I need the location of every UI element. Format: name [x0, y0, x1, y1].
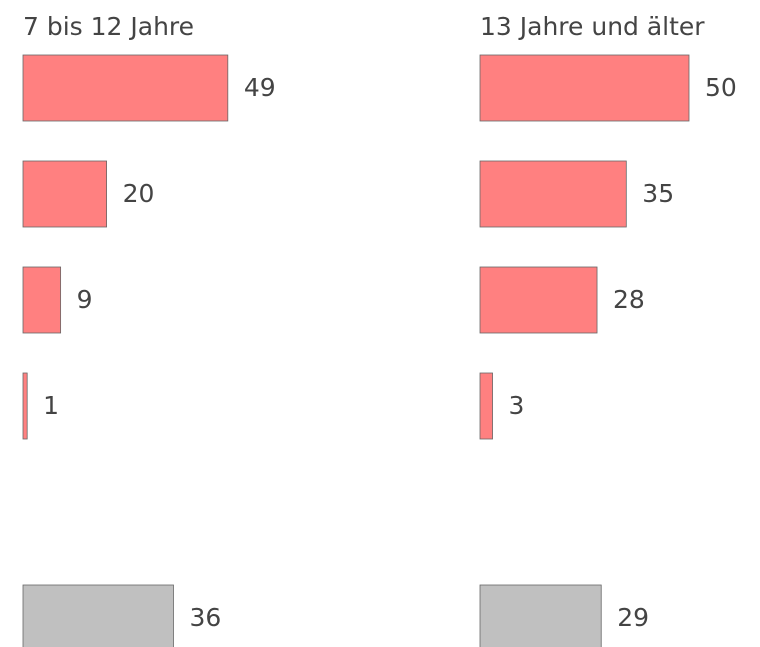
bar [479, 160, 627, 228]
bar [22, 54, 229, 122]
bar [22, 372, 28, 440]
bar [479, 266, 598, 334]
value-label: 20 [123, 179, 155, 208]
value-label: 29 [617, 603, 649, 632]
value-label: 9 [77, 285, 93, 314]
value-label: 50 [705, 73, 737, 102]
value-label: 36 [189, 603, 221, 632]
bar [22, 584, 174, 647]
value-label: 28 [613, 285, 645, 314]
bar [22, 266, 62, 334]
bar [22, 160, 107, 228]
value-label: 49 [244, 73, 276, 102]
panel-title: 7 bis 12 Jahre [23, 12, 194, 41]
value-label: 3 [509, 391, 525, 420]
bar [479, 54, 690, 122]
bar [479, 372, 493, 440]
value-label: 35 [642, 179, 674, 208]
bar [479, 584, 602, 647]
panel-title: 13 Jahre und älter [480, 12, 705, 41]
value-label: 1 [43, 391, 59, 420]
